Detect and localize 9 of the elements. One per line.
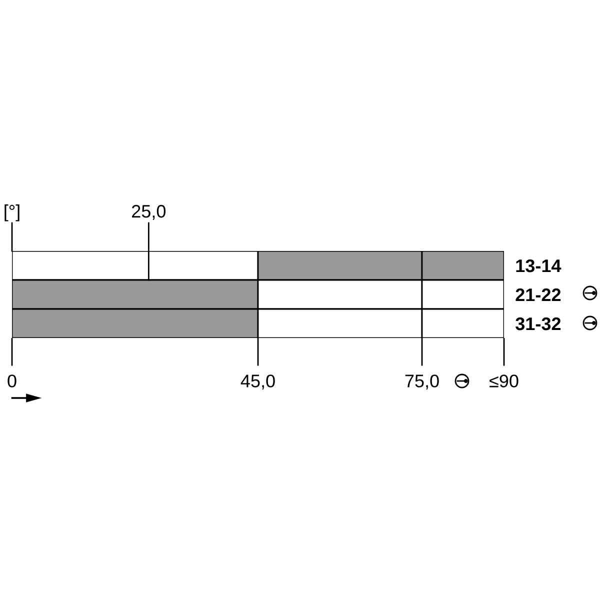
- x-tick-label: ≤90: [490, 374, 518, 388]
- y-tick-label: 31-32: [516, 317, 561, 330]
- x-tick-label: 0: [8, 374, 16, 388]
- y-tick-label: 13-14: [516, 259, 562, 272]
- y-tick-label: 21-22: [516, 288, 561, 302]
- x-axis-title: [°]: [4, 204, 20, 222]
- x-tick-label: 45,0: [240, 374, 275, 390]
- ref-line-label: 25,0: [132, 204, 166, 220]
- x-tick-label: 75,0: [405, 374, 439, 390]
